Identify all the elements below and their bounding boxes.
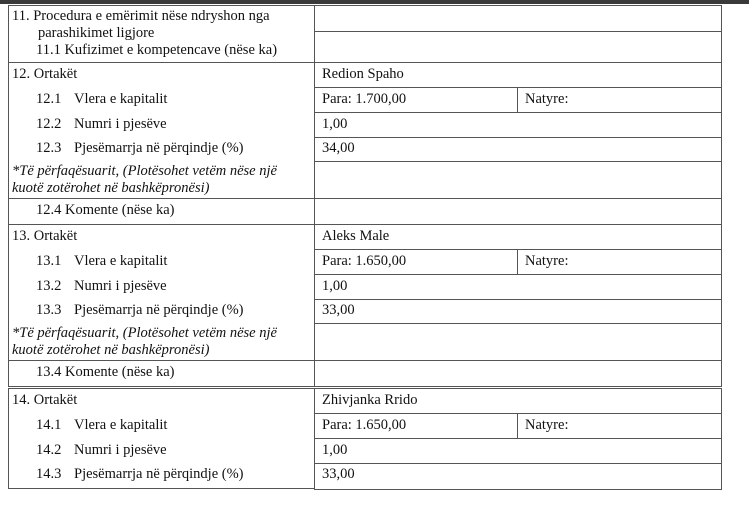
comment-value-cell (314, 198, 722, 225)
item-number: 13.1 (36, 253, 62, 269)
nature-label: Natyre: (525, 91, 569, 107)
capital-value: Para: 1.700,00 (322, 91, 407, 107)
partner-comment-label-cell (8, 360, 315, 387)
item-label: Pjesëmarrja në përqindje (%) (74, 466, 244, 482)
percentage-label: 13.3 Pjesëmarrja në përqindje (%) (36, 302, 244, 319)
percentage-label: 14.3 Pjesëmarrja në përqindje (%) (36, 466, 244, 483)
partner-heading: 13. Ortakët (12, 228, 78, 244)
section-11-title: 11. Procedura e emërimit nëse ndryshon n… (12, 8, 270, 24)
percentage-value: 33,00 (322, 302, 355, 318)
shares-label: 12.2 Numri i pjesëve (36, 116, 167, 133)
item-label: Numri i pjesëve (74, 278, 167, 294)
percentage-value-cell (314, 299, 722, 324)
representative-value-cell (314, 323, 722, 361)
item-number: 14.1 (36, 417, 62, 433)
viewer-top-bar (0, 0, 749, 4)
representative-note-line2: kuotë zotërohet në bashkëpronësi) (12, 342, 210, 358)
partner-name-cell (314, 224, 722, 250)
representative-value-cell (314, 161, 722, 199)
comment-label: 13.4 Komente (nëse ka) (36, 364, 175, 380)
shares-label: 13.2 Numri i pjesëve (36, 278, 167, 295)
nature-label: Natyre: (525, 417, 569, 433)
item-number: 13.3 (36, 302, 62, 318)
comment-label: 12.4 Komente (nëse ka) (36, 202, 175, 218)
item-number: 13.2 (36, 278, 62, 294)
capital-label: 12.1 Vlera e kapitalit (36, 91, 167, 108)
shares-value-cell (314, 274, 722, 300)
shares-label: 14.2 Numri i pjesëve (36, 442, 167, 459)
item-number: 12.1 (36, 91, 62, 107)
shares-value: 1,00 (322, 442, 348, 458)
item-label: Pjesëmarrja në përqindje (%) (74, 140, 244, 156)
item-number: 14.3 (36, 466, 62, 482)
percentage-value: 34,00 (322, 140, 355, 156)
shares-value: 1,00 (322, 116, 348, 132)
partner-label-cell (8, 388, 315, 489)
shares-value-cell (314, 112, 722, 138)
partner-name: Zhivjanka Rrido (322, 392, 418, 408)
item-label: Vlera e kapitalit (74, 253, 168, 269)
capital-value-cell (314, 249, 518, 275)
partner-label-cell (8, 224, 315, 361)
item-label: Numri i pjesëve (74, 116, 167, 132)
representative-note-line1: *Të përfaqësuarit, (Plotësohet vetëm nës… (12, 325, 277, 341)
capital-label: 13.1 Vlera e kapitalit (36, 253, 167, 270)
shares-value: 1,00 (322, 278, 348, 294)
section-11-label-cell (8, 5, 315, 63)
comment-value-cell (314, 360, 722, 387)
partner-name: Aleks Male (322, 228, 390, 244)
item-number: 12.2 (36, 116, 62, 132)
nature-label: Natyre: (525, 253, 569, 269)
capital-value: Para: 1.650,00 (322, 417, 407, 433)
shares-value-cell (314, 438, 722, 464)
item-label: Vlera e kapitalit (74, 91, 168, 107)
nature-cell (517, 413, 722, 439)
section-11-value-cell (314, 5, 722, 32)
item-label: Pjesëmarrja në përqindje (%) (74, 302, 244, 318)
partner-name: Redion Spaho (322, 66, 404, 82)
representative-note-line1: *Të përfaqësuarit, (Plotësohet vetëm nës… (12, 163, 277, 179)
item-label: Numri i pjesëve (74, 442, 167, 458)
percentage-label: 12.3 Pjesëmarrja në përqindje (%) (36, 140, 244, 157)
percentage-value-cell (314, 463, 722, 490)
section-11-title-cont: parashikimet ligjore (38, 25, 155, 41)
percentage-value-cell (314, 137, 722, 162)
section-11-1-value-cell (314, 31, 722, 63)
capital-label: 14.1 Vlera e kapitalit (36, 417, 167, 434)
representative-note-line2: kuotë zotërohet në bashkëpronësi) (12, 180, 210, 196)
item-label: Vlera e kapitalit (74, 417, 168, 433)
section-11-1-label: 11.1 Kufizimet e kompetencave (nëse ka) (36, 42, 278, 58)
percentage-value: 33,00 (322, 466, 355, 482)
capital-value: Para: 1.650,00 (322, 253, 407, 269)
partner-heading: 12. Ortakët (12, 66, 78, 82)
partner-heading: 14. Ortakët (12, 392, 78, 408)
item-number: 14.2 (36, 442, 62, 458)
item-number: 12.3 (36, 140, 62, 156)
